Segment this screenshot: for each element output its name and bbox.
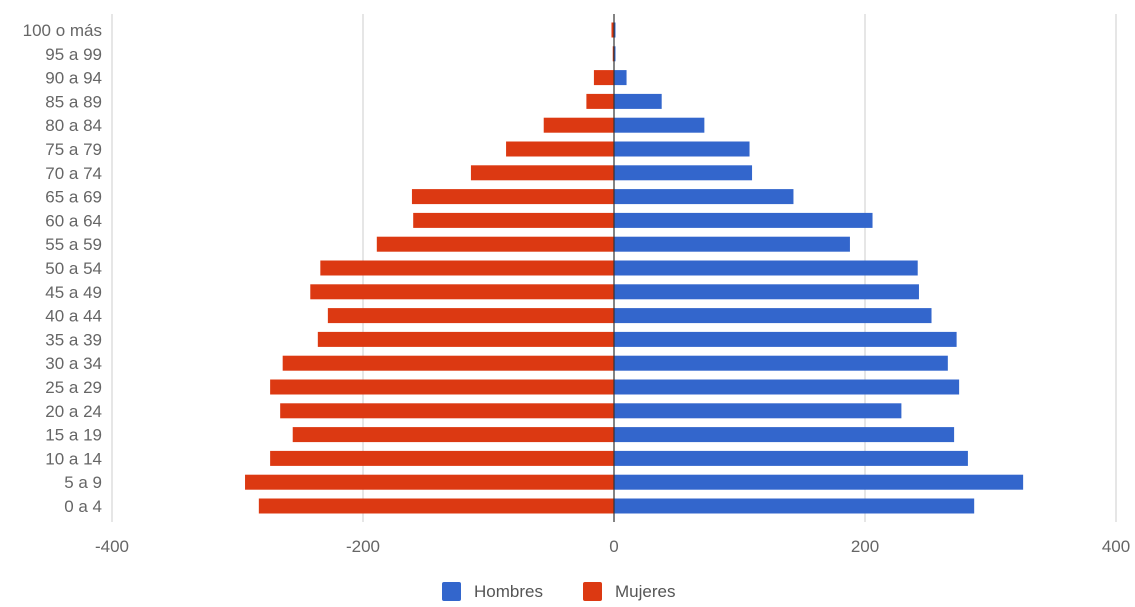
bar-hombres xyxy=(614,284,919,300)
legend-swatch-mujeres xyxy=(583,582,602,601)
bar-hombres xyxy=(614,474,1024,490)
category-label: 10 a 14 xyxy=(45,449,102,468)
category-label: 25 a 29 xyxy=(45,378,102,397)
bar-mujeres xyxy=(280,403,614,419)
bar-mujeres xyxy=(270,379,614,395)
category-label: 85 a 89 xyxy=(45,92,102,111)
bar-hombres xyxy=(614,93,662,109)
bar-hombres xyxy=(614,236,850,252)
bar-mujeres xyxy=(593,70,614,86)
bar-mujeres xyxy=(292,427,614,443)
bar-hombres xyxy=(614,331,957,347)
bar-hombres xyxy=(614,355,948,371)
bar-mujeres xyxy=(506,141,614,157)
bar-hombres xyxy=(614,498,975,514)
bar-mujeres xyxy=(411,189,614,205)
category-label: 0 a 4 xyxy=(64,497,102,516)
legend-label-hombres: Hombres xyxy=(474,582,543,601)
bar-mujeres xyxy=(413,212,614,228)
bar-hombres xyxy=(614,212,873,228)
category-label: 75 a 79 xyxy=(45,140,102,159)
x-tick-label: 200 xyxy=(851,537,879,556)
category-label: 60 a 64 xyxy=(45,211,102,230)
bar-hombres xyxy=(614,379,960,395)
bar-mujeres xyxy=(320,260,614,276)
bar-hombres xyxy=(614,189,794,205)
category-label: 45 a 49 xyxy=(45,283,102,302)
x-tick-label: -400 xyxy=(95,537,129,556)
bar-hombres xyxy=(614,117,705,133)
bar-mujeres xyxy=(543,117,614,133)
bar-hombres xyxy=(614,403,902,419)
bar-mujeres xyxy=(327,308,614,324)
category-label: 65 a 69 xyxy=(45,188,102,207)
bar-hombres xyxy=(614,141,750,157)
x-tick-label: 400 xyxy=(1102,537,1130,556)
category-label: 95 a 99 xyxy=(45,45,102,64)
category-label: 55 a 59 xyxy=(45,235,102,254)
bar-mujeres xyxy=(317,331,614,347)
category-label: 50 a 54 xyxy=(45,259,102,278)
bar-mujeres xyxy=(270,450,614,466)
category-label: 5 a 9 xyxy=(64,473,102,492)
axes: -400 -200 0 200 400 100 o más 95 a 99 90 a 94 85… xyxy=(23,14,1130,556)
bar-hombres xyxy=(614,427,955,443)
bar-mujeres xyxy=(611,22,614,38)
bar-mujeres xyxy=(470,165,614,181)
category-label: 70 a 74 xyxy=(45,164,102,183)
bars xyxy=(245,22,1024,514)
bar-hombres xyxy=(614,165,753,181)
legend-swatch-hombres xyxy=(442,582,461,601)
bar-hombres xyxy=(614,70,627,86)
category-label: 20 a 24 xyxy=(45,402,102,421)
bar-mujeres xyxy=(258,498,614,514)
bar-mujeres xyxy=(282,355,614,371)
bar-hombres xyxy=(614,450,968,466)
bar-mujeres xyxy=(376,236,614,252)
bar-hombres xyxy=(614,260,918,276)
category-label: 100 o más xyxy=(23,21,102,40)
legend-label-mujeres: Mujeres xyxy=(615,582,675,601)
x-tick-label: -200 xyxy=(346,537,380,556)
bar-hombres xyxy=(614,308,932,324)
category-label: 40 a 44 xyxy=(45,307,102,326)
category-label: 80 a 84 xyxy=(45,116,102,135)
category-label: 90 a 94 xyxy=(45,69,102,88)
bar-hombres xyxy=(614,22,616,38)
x-tick-label: 0 xyxy=(609,537,618,556)
legend: Hombres Mujeres xyxy=(442,582,675,601)
bar-mujeres xyxy=(245,474,614,490)
category-label: 35 a 39 xyxy=(45,330,102,349)
bar-hombres xyxy=(614,46,616,62)
category-label: 30 a 34 xyxy=(45,354,102,373)
bar-mujeres xyxy=(310,284,614,300)
category-label: 15 a 19 xyxy=(45,426,102,445)
bar-mujeres xyxy=(586,93,614,109)
